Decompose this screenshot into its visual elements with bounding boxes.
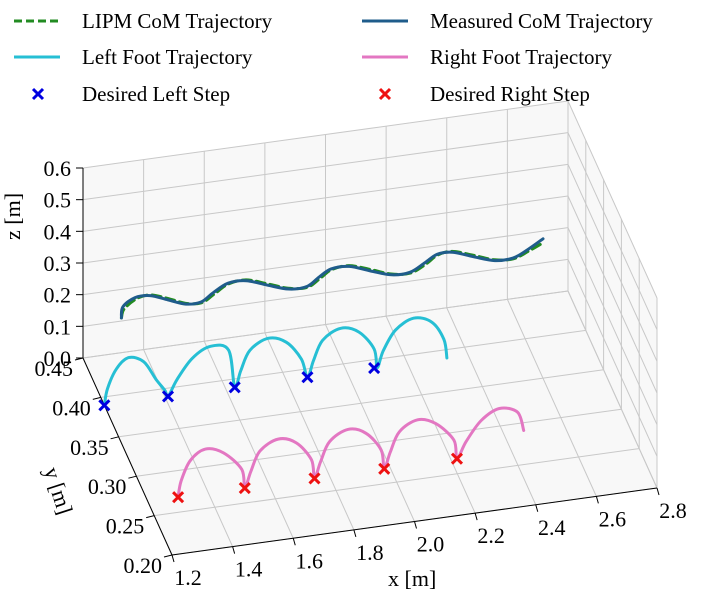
x-tick-label: 1.6 [296,548,324,573]
legend-label-right-foot: Right Foot Trajectory [430,45,613,69]
grid-line-z [82,290,569,359]
z-tick-label: 0.2 [44,283,72,308]
z-tick-label: 0.0 [44,346,72,371]
x-tick-mark [292,538,296,546]
desired-left-step-marker [98,399,111,412]
x-tick-label: 2.2 [477,523,505,548]
desired-left-step-marker [301,371,314,384]
x-axis-label: x [m] [388,566,436,591]
desired-right-step-marker [172,491,185,504]
desired-left-step-marker [228,381,241,394]
grid-line-x [325,324,415,522]
measured-com-trajectory-line [119,237,545,320]
grid-line-y [118,369,604,438]
grid-line-z [567,164,658,362]
y-axis-label: y [m] [39,464,78,518]
grid-line-y [154,448,640,517]
legend-label-measured-com: Measured CoM Trajectory [430,9,653,33]
grid-line-z [82,100,569,169]
legend-label-left-step: Desired Left Step [82,82,230,106]
grid-line-z [82,258,569,327]
y-tick-mark [146,515,155,519]
x-tick-label: 1.2 [174,565,202,590]
y-tick-mark [128,475,137,479]
grid-line-x [264,332,355,531]
x-tick-label: 2.0 [417,532,445,557]
grid-line-z [82,132,569,201]
grid-line-z [567,290,658,489]
legend-marker-right-step [378,87,392,101]
y-tick-mark [110,436,119,440]
y-tick-mark [92,396,101,400]
x-tick-mark [535,504,539,512]
y-tick-label: 0.40 [52,395,91,420]
x-tick-label: 1.4 [235,557,263,582]
left-foot-trajectory-line [102,316,449,407]
z-tick-label: 0.5 [44,188,72,213]
grid-line-y [100,329,586,398]
z-tick-label: 0.3 [44,251,72,276]
legend-label-left-foot: Left Foot Trajectory [82,45,253,69]
grid-line-x [203,341,294,539]
x-tick-label: 2.8 [659,498,687,523]
y-tick-label: 0.35 [70,435,109,460]
grid-line-x [506,299,597,497]
desired-left-step-marker [368,361,381,375]
grid-line-z [82,195,569,264]
x-tick-mark [232,546,236,554]
y-tick-label: 0.20 [124,553,163,578]
desired-right-step-marker [238,481,251,495]
axis-lines [74,167,660,563]
legend-label-right-step: Desired Right Step [430,82,590,106]
desired-right-step-marker [308,472,321,485]
y-axis-line [82,357,173,556]
grid-line-z [567,100,658,299]
data-series [98,237,546,504]
grid-line-z [82,227,569,296]
y-tick-label: 0.30 [88,474,127,499]
legend: LIPM CoM Trajectory Measured CoM Traject… [14,9,653,106]
y-tick-label: 0.25 [106,514,145,539]
z-tick-label: 0.1 [44,314,72,339]
x-tick-mark [414,521,417,529]
x-tick-mark [474,512,478,521]
legend-marker-left-step [31,87,45,101]
x-tick-label: 2.4 [538,515,566,540]
y-tick-label: 0.45 [35,356,74,381]
grid-line-x [446,307,537,505]
desired-right-step-marker [378,462,391,475]
desired-right-step-marker [450,452,464,465]
grid-line-z [567,195,658,394]
axes-panes [83,101,657,555]
x-tick-mark [656,487,660,496]
legend-label-lipm-com: LIPM CoM Trajectory [82,9,273,33]
x-tick-label: 2.6 [599,506,627,531]
z-axis-label: z [m] [0,193,25,240]
x-tick-mark [171,554,175,563]
z-tick-label: 0.4 [44,219,72,244]
grid-line-z [567,259,658,457]
tick-labels: 1.2 1.4 1.6 1.8 2.0 2.2 2.4 2.6 2.8 0.20 0.25 0.30 0… [35,156,687,590]
grid-line-y [136,408,622,477]
y-tick-mark [163,554,173,558]
x-tick-mark [595,496,599,504]
grid-line-x [385,315,476,514]
grid-line-z [567,227,658,425]
x-tick-mark [353,529,357,538]
grid-line-z [567,132,658,330]
desired-left-step-marker [161,390,175,403]
grid-line-z [82,163,569,232]
x-tick-label: 1.8 [356,540,384,565]
z-tick-label: 0.6 [44,156,72,181]
